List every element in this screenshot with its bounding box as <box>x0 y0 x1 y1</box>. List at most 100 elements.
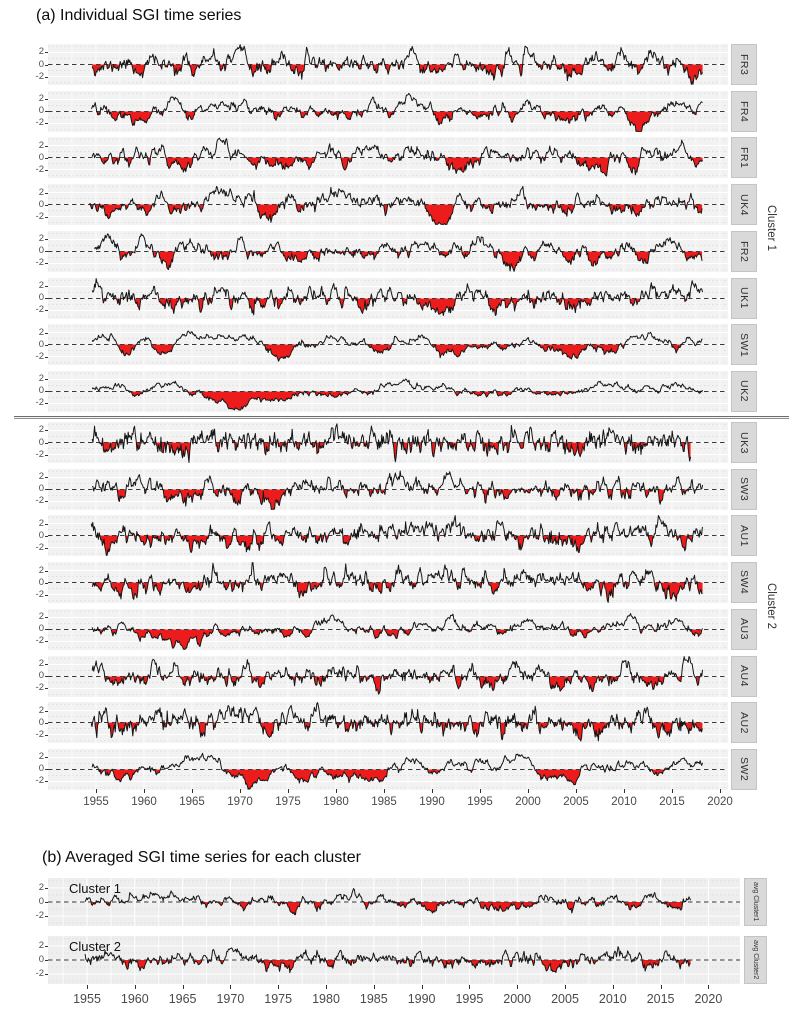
cluster-outer-strip: Cluster 2 <box>762 422 780 790</box>
y-tick-label: 0 <box>38 198 44 210</box>
x-tick-mark <box>278 985 280 989</box>
strip-label: AU3 <box>738 618 750 641</box>
sgi-row-sw3: 2 0 -2 SW3 <box>0 468 789 510</box>
facet-strip: SW3 <box>731 468 757 510</box>
y-tick-label: -2 <box>35 728 44 740</box>
x-tick-mark <box>326 985 327 989</box>
y-tick-mark <box>45 251 48 253</box>
strip-label: FR2 <box>738 240 750 262</box>
y-tick-label: 0 <box>38 151 44 163</box>
facet-strip: UK4 <box>731 184 757 226</box>
y-tick-mark <box>45 489 48 491</box>
facet-strip: AU4 <box>731 655 757 697</box>
sgi-row-uk4: 2 0 -2 UK4 <box>0 184 789 226</box>
x-tick-label: 1965 <box>168 992 197 1006</box>
y-tick-label: 2 <box>38 657 44 669</box>
y-tick-label: 2 <box>38 471 44 483</box>
x-tick-mark <box>528 789 529 793</box>
y-tick-label: 0 <box>38 436 44 448</box>
x-tick-label: 2020 <box>694 992 723 1006</box>
y-tick-mark <box>45 769 48 771</box>
x-tick-label: 1955 <box>83 796 109 808</box>
y-tick-mark <box>45 64 48 66</box>
x-tick-mark <box>134 985 136 989</box>
x-tick-label: 2010 <box>598 992 627 1006</box>
x-tick-mark <box>720 789 721 793</box>
strip-label: FR3 <box>738 53 750 76</box>
y-tick-mark <box>45 204 48 206</box>
y-tick-mark <box>45 76 48 78</box>
strip-label: AU4 <box>738 665 750 687</box>
x-tick-label: 1985 <box>371 796 397 808</box>
y-tick-label: -2 <box>35 495 44 507</box>
x-tick-mark <box>576 789 577 793</box>
facet-strip: FR4 <box>731 90 757 132</box>
x-tick-label: 1990 <box>407 992 436 1006</box>
y-tick-mark <box>45 344 48 346</box>
y-tick-label: -2 <box>35 163 44 175</box>
facet-strip: avg Cluster1 <box>744 878 767 926</box>
facet-strip: FR2 <box>731 230 757 272</box>
y-tick-mark <box>45 641 48 643</box>
series-canvas-fr4 <box>48 90 728 132</box>
panel-a-title: (a) Individual SGI time series <box>36 7 242 24</box>
y-tick-mark <box>45 145 48 147</box>
x-tick-mark <box>144 789 145 793</box>
y-tick-mark <box>45 916 48 918</box>
y-tick-label: 2 <box>38 939 44 951</box>
y-tick-mark <box>45 99 48 101</box>
y-tick-label: 0 <box>38 385 44 397</box>
y-tick-mark <box>45 123 48 125</box>
series-canvas-avg-cluster2 <box>48 936 740 984</box>
strip-label: AU2 <box>738 711 750 734</box>
y-tick-label: 0 <box>38 105 44 117</box>
cluster-divider-line <box>14 416 789 419</box>
facet-strip: FR3 <box>731 44 757 85</box>
strip-label: UK3 <box>738 431 750 454</box>
series-canvas-avg-cluster1 <box>48 878 740 926</box>
y-tick-label: 0 <box>38 338 44 350</box>
x-tick-mark <box>672 789 673 793</box>
facet-strip: AU3 <box>731 608 757 650</box>
y-tick-mark <box>45 710 48 712</box>
series-canvas-fr2 <box>48 230 728 272</box>
x-tick-label: 2000 <box>503 992 532 1006</box>
x-tick-mark <box>384 789 385 793</box>
y-tick-label: 2 <box>38 751 44 763</box>
facet-strip: AU1 <box>731 515 757 557</box>
x-tick-mark <box>192 789 193 793</box>
facet-strip: avg Cluster2 <box>744 936 767 984</box>
strip-label: avg Cluster2 <box>752 940 759 980</box>
y-tick-label: 2 <box>38 233 44 245</box>
strip-label: SW1 <box>738 332 750 357</box>
y-tick-mark <box>45 263 48 265</box>
y-tick-label: 2 <box>38 326 44 338</box>
y-tick-label: -2 <box>35 70 44 82</box>
x-tick-mark <box>96 789 97 793</box>
y-tick-label: 0 <box>38 292 44 303</box>
y-tick-label: -2 <box>35 682 44 694</box>
x-tick-label: 1975 <box>264 992 293 1006</box>
strip-label: UK2 <box>738 380 750 403</box>
y-tick-label: -2 <box>35 257 44 269</box>
x-tick-label: 1990 <box>419 796 445 808</box>
sgi-row-uk1: 2 0 -2 UK1 <box>0 277 789 319</box>
y-tick-mark <box>45 454 48 456</box>
y-tick-label: -2 <box>35 117 44 129</box>
series-canvas-sw4 <box>48 562 728 604</box>
y-tick-label: 2 <box>38 517 44 529</box>
y-tick-label: 0 <box>38 670 44 681</box>
y-tick-mark <box>45 757 48 759</box>
x-tick-mark <box>624 789 625 793</box>
x-tick-label: 2015 <box>659 796 685 808</box>
y-tick-label: -2 <box>35 588 44 600</box>
y-tick-label: 2 <box>38 611 44 623</box>
x-tick-mark <box>469 985 471 989</box>
x-tick-label: 1960 <box>120 992 149 1006</box>
facet-strip: UK2 <box>731 370 757 412</box>
x-tick-mark <box>230 985 232 989</box>
y-tick-label: 0 <box>38 529 44 541</box>
x-tick-mark <box>565 985 566 989</box>
y-tick-mark <box>45 629 48 631</box>
